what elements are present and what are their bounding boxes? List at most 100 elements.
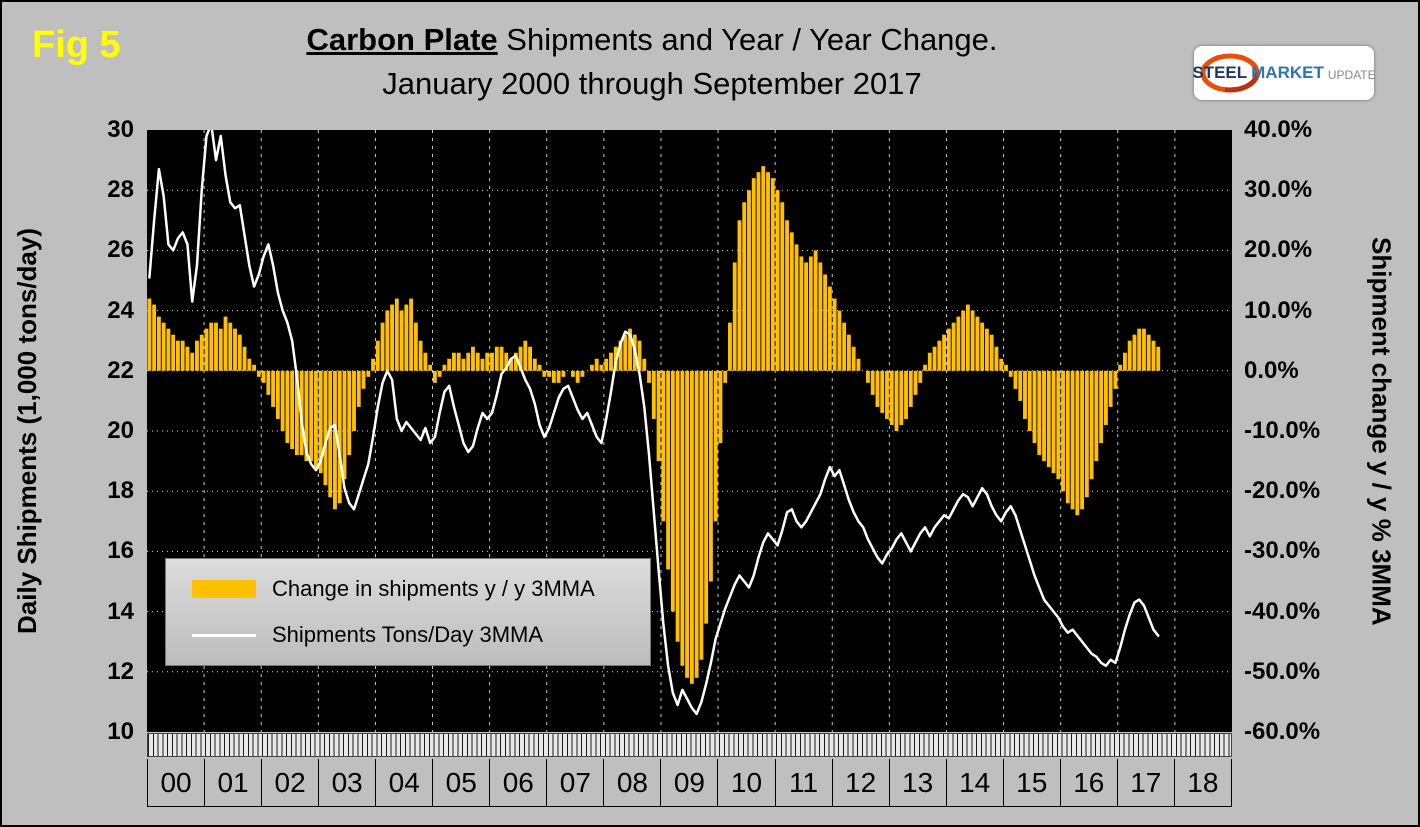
- bar: [285, 370, 290, 444]
- bar: [333, 370, 337, 510]
- bar: [1070, 370, 1075, 510]
- bar: [1156, 346, 1161, 371]
- x-axis-month-ticks: [147, 733, 1232, 757]
- bar: [218, 328, 223, 371]
- bar: [247, 358, 252, 371]
- bar: [485, 352, 490, 371]
- bar: [504, 352, 509, 371]
- bar: [490, 352, 494, 371]
- bar: [256, 370, 261, 377]
- chart-title-rest: Shipments and Year / Year Change.: [497, 22, 998, 57]
- bar: [537, 364, 542, 371]
- x-axis-year-label: 05: [432, 759, 489, 806]
- x-axis-year-label: 01: [204, 759, 261, 806]
- bar: [827, 286, 832, 371]
- bar: [523, 340, 528, 371]
- bar: [1094, 370, 1099, 462]
- logo-text-steel: STEEL: [1192, 63, 1248, 82]
- bar: [599, 364, 604, 371]
- bar: [442, 364, 447, 371]
- bar: [361, 370, 366, 389]
- bar: [675, 370, 680, 642]
- logo-text-update: UPDATE: [1327, 67, 1376, 82]
- bar: [989, 334, 994, 371]
- bar: [656, 370, 661, 462]
- bar: [761, 166, 766, 371]
- bar: [837, 310, 842, 371]
- bar: [528, 346, 533, 371]
- bar: [1008, 370, 1013, 377]
- bar: [366, 370, 371, 377]
- bar: [266, 370, 271, 395]
- logo-text-market: MARKET: [1251, 63, 1324, 82]
- x-axis-year-labels: 00 01 02 03 04 05 06 07 08 09 10 11 12 13 14 15 16 17 18: [147, 759, 1232, 807]
- bar: [280, 370, 285, 431]
- bar: [456, 352, 461, 371]
- legend-label: Change in shipments y / y 3MMA: [272, 576, 595, 601]
- bar: [290, 370, 295, 450]
- x-axis-year-label: 12: [831, 759, 889, 806]
- bar: [275, 370, 280, 419]
- bar: [147, 298, 152, 371]
- legend-item: Change in shipments y / y 3MMA: [192, 576, 624, 602]
- bar: [1061, 370, 1065, 492]
- left-axis-title: Daily Shipments (1,000 tons/day): [4, 130, 50, 732]
- bar: [618, 340, 623, 371]
- bar: [509, 358, 513, 371]
- bar: [623, 334, 628, 371]
- bar: [842, 322, 847, 371]
- bar: [699, 370, 704, 660]
- bar: [732, 262, 737, 371]
- right-axis-tick: 0.0%: [1244, 356, 1299, 384]
- bar: [471, 346, 475, 371]
- bar: [551, 370, 556, 383]
- x-axis-year-label: 14: [945, 759, 1003, 806]
- x-axis-year-label: 18: [1173, 759, 1232, 806]
- bar: [190, 352, 195, 371]
- bar: [252, 364, 256, 371]
- right-axis-tick: -60.0%: [1244, 718, 1321, 745]
- bar: [670, 370, 675, 612]
- bar: [1108, 370, 1113, 407]
- x-axis-year-label: 03: [318, 759, 375, 806]
- bar: [318, 370, 323, 474]
- x-axis-year-label: 10: [717, 759, 774, 806]
- bar: [228, 322, 233, 371]
- bar: [775, 190, 780, 371]
- bar: [314, 370, 318, 468]
- bar: [494, 346, 499, 371]
- bar: [176, 340, 180, 371]
- bar: [1099, 370, 1104, 444]
- bar: [271, 370, 276, 407]
- bar: [704, 370, 709, 624]
- bar: [851, 346, 856, 371]
- legend-item: Shipments Tons/Day 3MMA: [192, 622, 624, 648]
- bar: [908, 370, 913, 407]
- bar: [323, 370, 328, 486]
- bar: [156, 316, 161, 371]
- legend-bar-swatch-icon: [192, 580, 256, 598]
- right-axis-title-text: Shipment change y / y % 3MMA: [1366, 236, 1397, 626]
- bar: [1146, 334, 1151, 371]
- bar: [532, 358, 537, 371]
- legend: Change in shipments y / y 3MMA Shipments …: [165, 558, 651, 666]
- bar: [804, 262, 809, 371]
- bar: [747, 190, 751, 371]
- left-axis-tick: 10: [107, 718, 134, 745]
- bar: [918, 370, 923, 383]
- bar: [661, 370, 666, 522]
- bar: [923, 364, 927, 371]
- bar: [965, 304, 970, 371]
- bar: [713, 370, 718, 522]
- bar: [1023, 370, 1027, 419]
- bar: [171, 334, 176, 371]
- bar: [594, 358, 599, 371]
- bar: [513, 352, 518, 371]
- bar: [956, 316, 961, 371]
- bar: [609, 352, 613, 371]
- bar: [942, 334, 947, 371]
- bar: [1075, 370, 1080, 516]
- bar: [975, 316, 980, 371]
- bar: [1037, 370, 1042, 456]
- bar: [651, 370, 656, 419]
